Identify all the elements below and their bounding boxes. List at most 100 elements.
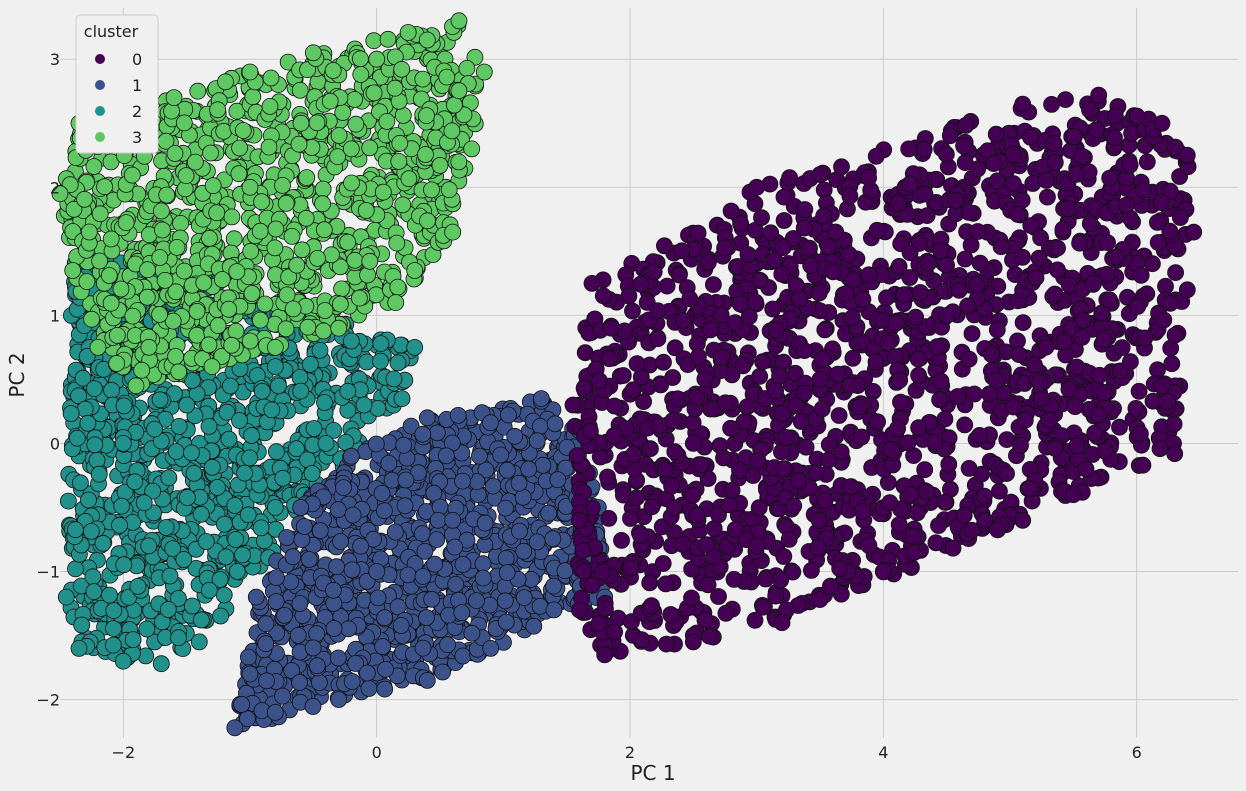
point bbox=[701, 627, 718, 645]
point bbox=[606, 397, 623, 415]
point bbox=[963, 325, 981, 343]
point bbox=[115, 556, 133, 574]
point bbox=[399, 24, 417, 41]
point bbox=[292, 382, 310, 400]
point bbox=[988, 321, 1006, 339]
point bbox=[377, 661, 394, 678]
point bbox=[241, 178, 259, 196]
point bbox=[901, 175, 919, 193]
point bbox=[645, 263, 663, 281]
point bbox=[317, 434, 335, 452]
point bbox=[717, 394, 734, 412]
point bbox=[927, 170, 945, 188]
point bbox=[1134, 456, 1152, 474]
point bbox=[374, 638, 392, 655]
point bbox=[209, 317, 227, 335]
point bbox=[833, 158, 850, 176]
point bbox=[971, 254, 989, 272]
point bbox=[725, 571, 743, 588]
point bbox=[428, 424, 446, 442]
point bbox=[475, 63, 493, 81]
point bbox=[300, 551, 318, 568]
point bbox=[931, 391, 948, 409]
point bbox=[368, 563, 386, 580]
point bbox=[266, 338, 284, 356]
point bbox=[716, 239, 733, 257]
point bbox=[164, 540, 182, 557]
point bbox=[910, 366, 927, 384]
point bbox=[387, 294, 405, 312]
point bbox=[895, 286, 913, 304]
point bbox=[167, 348, 185, 365]
point bbox=[622, 510, 639, 527]
point bbox=[1071, 234, 1088, 252]
point bbox=[544, 530, 562, 548]
point bbox=[57, 588, 75, 606]
point bbox=[133, 361, 151, 379]
point bbox=[236, 464, 254, 482]
point bbox=[431, 156, 449, 174]
point bbox=[311, 522, 329, 539]
point bbox=[291, 674, 308, 691]
point bbox=[178, 396, 196, 414]
point bbox=[418, 609, 435, 626]
point bbox=[674, 536, 691, 553]
point bbox=[393, 60, 411, 78]
point bbox=[663, 477, 680, 495]
point bbox=[722, 202, 740, 220]
point bbox=[335, 479, 352, 497]
point bbox=[751, 367, 769, 385]
point bbox=[545, 601, 563, 619]
point bbox=[330, 319, 348, 337]
point bbox=[698, 536, 715, 554]
point bbox=[532, 390, 550, 408]
point bbox=[773, 443, 790, 461]
point bbox=[801, 239, 818, 257]
point bbox=[215, 586, 233, 604]
point bbox=[91, 252, 108, 270]
point bbox=[754, 353, 771, 371]
point bbox=[152, 202, 170, 220]
point bbox=[329, 649, 347, 667]
point bbox=[417, 146, 434, 163]
point bbox=[1032, 229, 1049, 247]
point bbox=[890, 516, 908, 533]
point bbox=[358, 664, 376, 682]
point bbox=[274, 687, 291, 705]
point bbox=[666, 499, 683, 517]
point bbox=[439, 636, 457, 654]
point bbox=[175, 114, 193, 132]
point bbox=[282, 573, 300, 591]
point bbox=[127, 377, 145, 395]
point bbox=[414, 568, 432, 585]
point bbox=[151, 391, 169, 409]
point bbox=[102, 294, 120, 312]
point bbox=[203, 358, 221, 376]
point bbox=[892, 393, 909, 411]
point bbox=[83, 310, 100, 328]
point bbox=[497, 499, 515, 517]
point bbox=[444, 223, 462, 241]
point bbox=[330, 691, 348, 708]
point bbox=[720, 496, 738, 514]
point bbox=[139, 261, 156, 279]
point bbox=[1081, 215, 1099, 233]
point bbox=[764, 300, 782, 318]
point bbox=[837, 285, 855, 303]
point bbox=[690, 348, 707, 366]
point bbox=[200, 417, 218, 435]
point bbox=[79, 414, 97, 432]
point bbox=[260, 138, 278, 156]
point bbox=[301, 355, 319, 373]
point bbox=[288, 256, 306, 274]
point bbox=[178, 489, 196, 506]
point bbox=[1032, 389, 1050, 407]
point bbox=[1059, 200, 1077, 218]
point bbox=[956, 154, 974, 172]
point bbox=[160, 469, 178, 487]
point bbox=[90, 465, 108, 483]
point bbox=[126, 473, 144, 491]
point bbox=[496, 592, 514, 610]
point bbox=[367, 286, 385, 304]
point bbox=[816, 321, 834, 339]
